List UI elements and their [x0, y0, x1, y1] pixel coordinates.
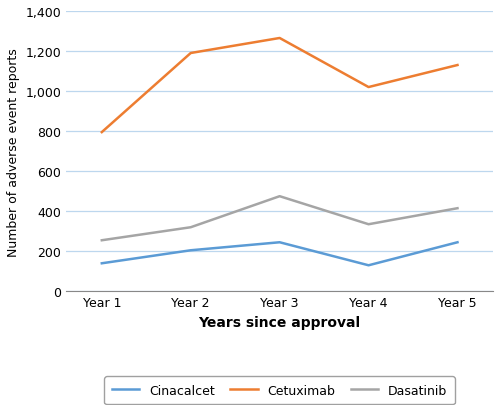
Y-axis label: Number of adverse event reports: Number of adverse event reports	[7, 48, 20, 256]
X-axis label: Years since approval: Years since approval	[198, 315, 360, 329]
Legend: Cinacalcet, Cetuximab, Dasatinib: Cinacalcet, Cetuximab, Dasatinib	[104, 376, 455, 404]
